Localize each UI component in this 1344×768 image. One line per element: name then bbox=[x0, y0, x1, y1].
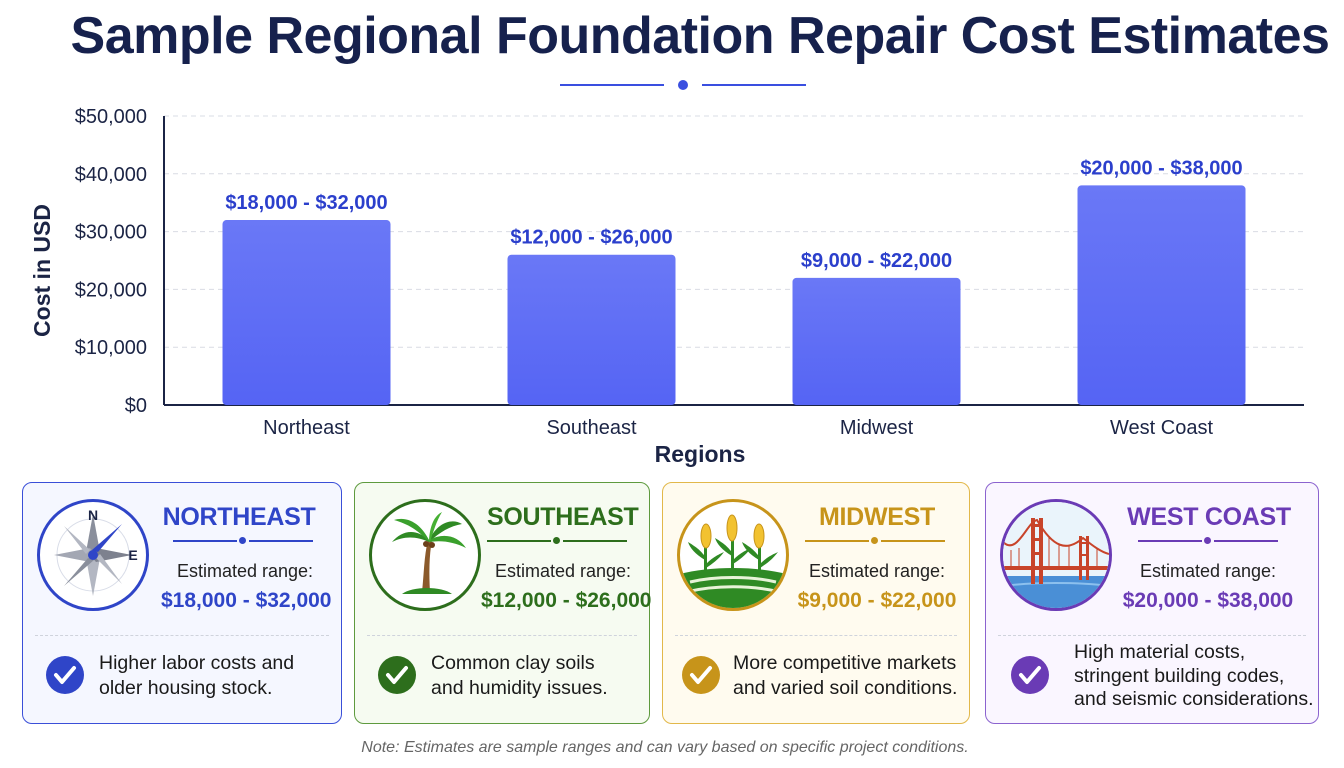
note-line: High material costs, bbox=[1074, 641, 1246, 663]
y-tick-label: $40,000 bbox=[75, 164, 147, 186]
x-tick-label: Southeast bbox=[546, 417, 637, 439]
note-line: and seismic considerations. bbox=[1074, 688, 1314, 710]
palm-tree-icon bbox=[369, 499, 481, 611]
bar-data-label: $9,000 - $22,000 bbox=[801, 250, 952, 272]
note-line: and varied soil conditions. bbox=[733, 677, 958, 699]
card-separator bbox=[675, 635, 957, 636]
check-icon bbox=[377, 655, 417, 695]
card-title: NORTHEAST bbox=[162, 503, 316, 531]
compass-icon: N E bbox=[37, 499, 149, 611]
note-line: Higher labor costs and bbox=[99, 652, 295, 674]
title-divider bbox=[560, 78, 806, 92]
compass-north-letter: N bbox=[88, 507, 98, 523]
bar bbox=[792, 277, 961, 405]
bar bbox=[507, 254, 676, 405]
note-line: stringent building codes, bbox=[1074, 664, 1285, 687]
x-tick-label: Northeast bbox=[263, 417, 350, 439]
card-separator bbox=[998, 635, 1306, 636]
card-title: MIDWEST bbox=[819, 503, 935, 531]
range-label: Estimated range: bbox=[1139, 561, 1277, 581]
range-label: Estimated range: bbox=[808, 561, 946, 581]
golden-gate-bridge-icon bbox=[1000, 499, 1112, 611]
range-value: $18,000 - $32,000 bbox=[161, 589, 332, 612]
note-line: More competitive markets bbox=[733, 652, 957, 674]
check-icon bbox=[681, 655, 721, 695]
x-axis-title: Regions bbox=[655, 441, 746, 467]
card-note: Higher labor costs and older housing sto… bbox=[99, 651, 294, 701]
check-icon bbox=[45, 655, 85, 695]
corn-field-icon bbox=[677, 499, 789, 611]
card-northeast: N E NORTHEAST Estimated range: $18,000 -… bbox=[22, 482, 342, 724]
page-title: Sample Regional Foundation Repair Cost E… bbox=[70, 7, 1330, 65]
y-axis-title: Cost in USD bbox=[29, 204, 55, 337]
x-tick-label: Midwest bbox=[840, 417, 914, 439]
bar-data-label: $12,000 - $26,000 bbox=[510, 227, 672, 249]
range-value: $12,000 - $26,000 bbox=[481, 589, 652, 612]
range-value: $20,000 - $38,000 bbox=[1122, 589, 1294, 612]
footnote: Note: Estimates are sample ranges and ca… bbox=[361, 739, 969, 756]
compass-east-letter: E bbox=[128, 547, 137, 563]
range-label: Estimated range: bbox=[176, 561, 314, 581]
card-note: More competitive markets and varied soil… bbox=[733, 651, 957, 701]
y-tick-label: $50,000 bbox=[75, 106, 147, 128]
range-label: Estimated range: bbox=[494, 561, 632, 581]
card-separator bbox=[35, 635, 329, 636]
card-separator bbox=[367, 635, 637, 636]
card-west-coast: WEST COAST Estimated range: $20,000 - $3… bbox=[985, 482, 1319, 724]
card-midwest: MIDWEST Estimated range: $9,000 - $22,00… bbox=[662, 482, 970, 724]
bar bbox=[1077, 185, 1246, 405]
note-line: Common clay soils bbox=[431, 652, 595, 674]
y-tick-label: $10,000 bbox=[75, 337, 147, 359]
check-icon bbox=[1010, 655, 1050, 695]
range-value: $9,000 - $22,000 bbox=[797, 589, 957, 612]
y-tick-label: $30,000 bbox=[75, 222, 147, 244]
card-divider bbox=[1138, 537, 1278, 545]
y-tick-label: $20,000 bbox=[75, 279, 147, 301]
bar-data-label: $18,000 - $32,000 bbox=[225, 192, 387, 214]
card-divider bbox=[173, 537, 313, 545]
y-tick-label: $0 bbox=[125, 395, 147, 417]
x-tick-label: West Coast bbox=[1110, 417, 1213, 439]
note-line: and humidity issues. bbox=[431, 677, 608, 699]
card-divider bbox=[487, 537, 627, 545]
bar bbox=[222, 220, 391, 405]
card-note: Common clay soils and humidity issues. bbox=[431, 651, 608, 701]
card-divider bbox=[805, 537, 945, 545]
card-southeast: SOUTHEAST Estimated range: $12,000 - $26… bbox=[354, 482, 652, 724]
card-title: SOUTHEAST bbox=[487, 503, 639, 531]
bar-data-label: $20,000 - $38,000 bbox=[1080, 157, 1242, 179]
card-note: High material costs, stringent building … bbox=[1074, 641, 1314, 712]
card-title: WEST COAST bbox=[1127, 503, 1291, 531]
bar-chart: $0 $10,000 $20,000 $30,000 $40,000 $50,000 $18… bbox=[29, 106, 1304, 467]
note-line: older housing stock. bbox=[99, 677, 273, 699]
